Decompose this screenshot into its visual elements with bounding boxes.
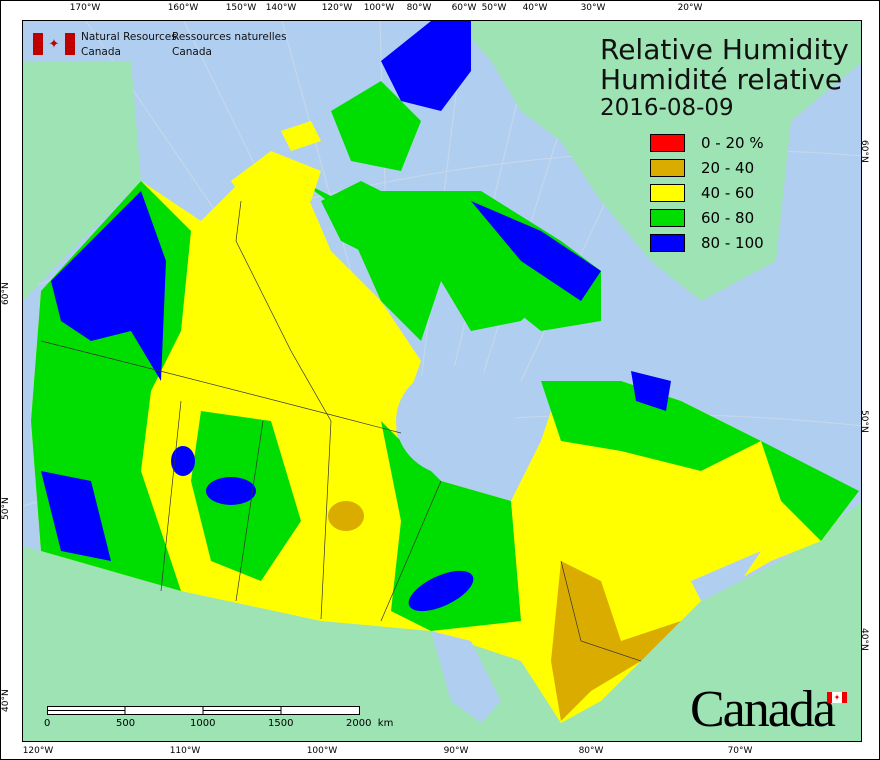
legend-swatch <box>650 159 685 177</box>
legend-swatch <box>650 209 685 227</box>
legend-item: 80 - 100 <box>650 234 764 252</box>
lon-tick: 170°W <box>69 3 101 13</box>
ontario-green <box>381 421 521 631</box>
scale-label: 1000 <box>190 718 216 729</box>
southern-ontario-tan <box>551 561 681 721</box>
legend-label: 20 - 40 <box>701 159 755 177</box>
legend-item: 40 - 60 <box>650 184 754 202</box>
labrador-green <box>541 381 761 471</box>
agency-fr-line1: Ressources naturelles <box>172 31 287 43</box>
lon-tick: 140°W <box>265 3 297 13</box>
lon-tick: 150°W <box>225 3 257 13</box>
map-title-fr: Humidité relative <box>600 63 843 96</box>
legend-label: 60 - 80 <box>701 209 755 227</box>
lon-tick: 120°W <box>22 746 54 756</box>
sask-tan <box>328 501 364 531</box>
lon-tick: 50°W <box>481 3 507 13</box>
humidity-map <box>22 20 862 742</box>
map-title-en: Relative Humidity <box>600 33 849 66</box>
lon-tick: 90°W <box>443 746 469 756</box>
coast-blue <box>41 471 111 561</box>
canada-wordmark: Canada <box>690 681 836 738</box>
lon-tick: 70°W <box>727 746 753 756</box>
lon-tick: 20°W <box>677 3 703 13</box>
arctic-island <box>231 151 321 211</box>
legend-label: 40 - 60 <box>701 184 755 202</box>
lon-tick: 40°W <box>522 3 548 13</box>
ontario-blue <box>408 570 474 612</box>
legend-item: 60 - 80 <box>650 209 754 227</box>
ellesmere-blue <box>381 21 471 111</box>
prairie-blue-2 <box>171 446 195 476</box>
legend-item: 0 - 20 % <box>650 134 764 152</box>
agency-name-fr: Ressources naturelles Canada <box>172 30 287 60</box>
map-date: 2016-08-09 <box>600 95 734 121</box>
lat-tick: 40°N <box>1 689 11 712</box>
arctic-island <box>321 181 421 261</box>
maritimes-green <box>761 441 859 541</box>
agency-fr-line2: Canada <box>172 46 212 58</box>
scale-bar <box>47 706 360 715</box>
legend-swatch <box>650 134 685 152</box>
arctic-island <box>331 81 421 171</box>
great-lakes <box>431 631 501 723</box>
agency-en-line1: Natural Resources <box>81 31 177 43</box>
baffin-blue <box>471 201 601 301</box>
map-canvas <box>23 21 861 741</box>
prairie-blue <box>206 477 256 505</box>
maple-leaf-icon: ✦ <box>48 36 60 52</box>
legend-label: 0 - 20 % <box>701 134 764 152</box>
scale-label: 2000 km <box>346 718 394 729</box>
arctic-island <box>281 121 321 151</box>
scale-label: 500 <box>116 718 136 729</box>
scale-label: 1500 <box>268 718 294 729</box>
lat-tick: 60°N <box>1 282 11 305</box>
wordmark-flag-icon: ✦ <box>827 692 847 703</box>
united-states <box>23 502 861 741</box>
hudson-bay <box>396 366 516 476</box>
lon-tick: 160°W <box>167 3 199 13</box>
baffin-green <box>421 191 601 331</box>
lon-tick: 110°W <box>169 746 201 756</box>
agency-en-line2: Canada <box>81 46 121 58</box>
lat-tick: 50°N <box>1 497 11 520</box>
lon-tick: 120°W <box>321 3 353 13</box>
lon-tick: 80°W <box>578 746 604 756</box>
gulf-st-lawrence <box>691 551 761 601</box>
lon-tick: 80°W <box>406 3 432 13</box>
legend-item: 20 - 40 <box>650 159 754 177</box>
lon-tick: 100°W <box>306 746 338 756</box>
labrador-blue <box>631 371 671 411</box>
legend-swatch <box>650 234 685 252</box>
legend-swatch <box>650 184 685 202</box>
nrcan-logo: ✦ <box>33 33 75 55</box>
scale-label: 0 <box>44 718 51 729</box>
bc-blue <box>51 191 166 381</box>
agency-name-en: Natural Resources Canada <box>81 30 177 60</box>
lon-tick: 30°W <box>580 3 606 13</box>
lon-tick: 100°W <box>363 3 395 13</box>
legend-label: 80 - 100 <box>701 234 764 252</box>
alaska <box>23 61 141 301</box>
lon-tick: 60°W <box>451 3 477 13</box>
provincial-borders <box>40 200 642 662</box>
